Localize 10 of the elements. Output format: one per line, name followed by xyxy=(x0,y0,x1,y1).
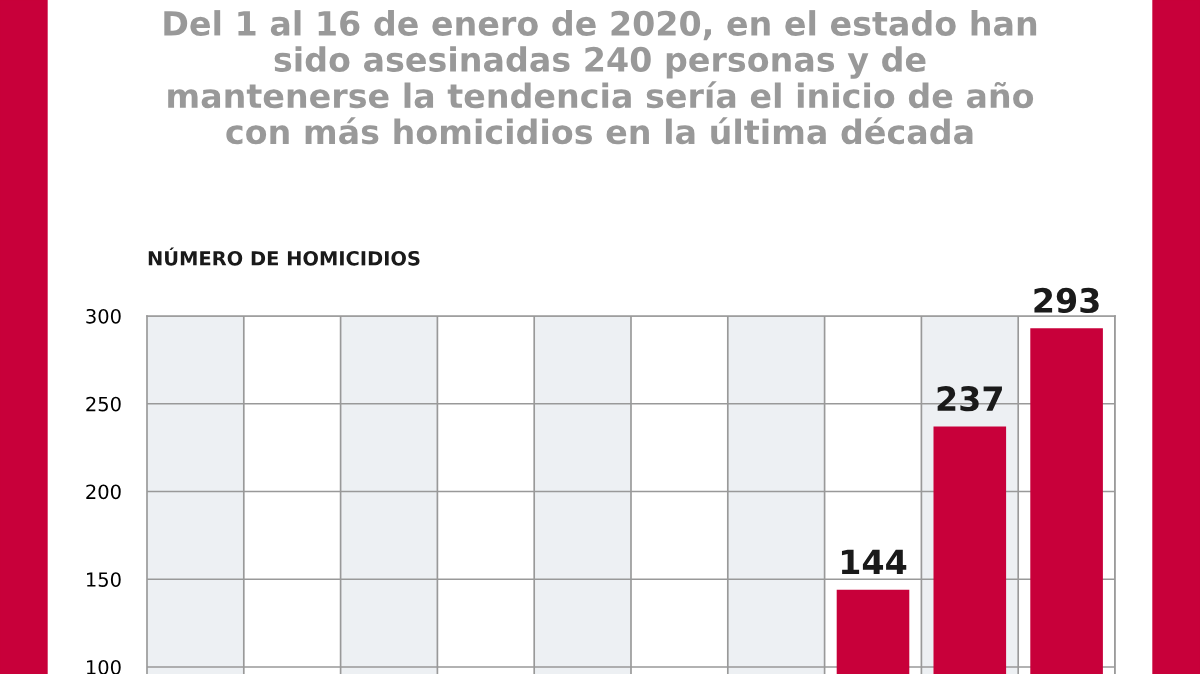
y-tick-label: 300 xyxy=(86,308,121,324)
chart-title: Del 1 al 16 de enero de 2020, en el estado han sido asesinadas 240 personas y de mantenerse la tendencia sería el inicio de año con más homicidios en la última década xyxy=(164,10,1037,145)
data-label: 237 xyxy=(937,386,1002,412)
y-tick-label: 200 xyxy=(86,484,121,500)
y-tick-label: 100 xyxy=(87,659,121,674)
y-axis-title: NÚMERO DE HOMICIDIOS xyxy=(148,247,420,266)
y-tick-label: 150 xyxy=(87,572,121,587)
data-label: 144 xyxy=(841,549,907,575)
y-tick-label: 250 xyxy=(86,396,121,412)
data-label: 293 xyxy=(1034,287,1099,314)
